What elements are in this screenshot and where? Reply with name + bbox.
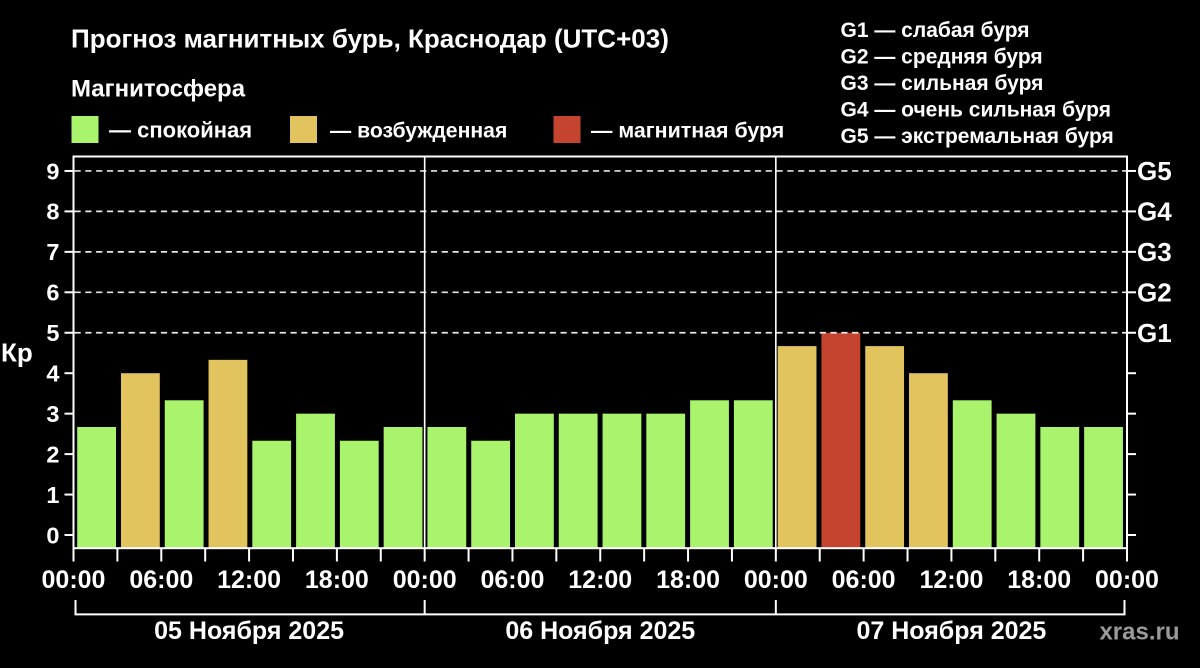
svg-text:G5: G5 — [1137, 156, 1172, 186]
svg-text:9: 9 — [46, 158, 59, 184]
svg-text:4: 4 — [46, 361, 59, 387]
svg-text:00:00: 00:00 — [393, 566, 457, 594]
svg-text:G1: G1 — [1137, 318, 1172, 348]
svg-text:8: 8 — [46, 199, 59, 225]
svg-text:3: 3 — [46, 401, 59, 427]
svg-text:6: 6 — [46, 280, 59, 306]
svg-text:5: 5 — [46, 320, 59, 346]
svg-text:Прогноз магнитных бурь, Красно: Прогноз магнитных бурь, Краснодар (UTC+0… — [71, 24, 669, 54]
svg-text:G1 — слабая буря: G1 — слабая буря — [841, 19, 1030, 42]
svg-text:Магнитосфера: Магнитосфера — [71, 76, 246, 103]
svg-text:06:00: 06:00 — [480, 566, 544, 594]
svg-text:00:00: 00:00 — [42, 566, 106, 594]
svg-text:G4: G4 — [1137, 197, 1172, 227]
svg-text:Кр: Кр — [1, 338, 33, 368]
svg-text:06:00: 06:00 — [832, 566, 896, 594]
svg-text:1: 1 — [46, 482, 59, 508]
svg-text:12:00: 12:00 — [217, 566, 281, 594]
svg-text:G3 — сильная буря: G3 — сильная буря — [841, 72, 1044, 95]
svg-text:— магнитная буря: — магнитная буря — [591, 119, 784, 143]
svg-text:12:00: 12:00 — [568, 566, 632, 594]
svg-text:00:00: 00:00 — [1095, 566, 1159, 594]
svg-text:07 Ноября 2025: 07 Ноября 2025 — [856, 617, 1046, 645]
svg-text:05 Ноября 2025: 05 Ноября 2025 — [154, 617, 344, 645]
svg-text:18:00: 18:00 — [656, 566, 720, 594]
svg-text:— возбужденная: — возбужденная — [330, 120, 507, 143]
svg-text:2: 2 — [46, 441, 59, 467]
svg-text:— спокойная: — спокойная — [109, 118, 252, 143]
svg-text:18:00: 18:00 — [305, 566, 369, 594]
svg-text:12:00: 12:00 — [919, 566, 983, 594]
svg-text:G5 — экстремальная буря: G5 — экстремальная буря — [841, 125, 1114, 148]
svg-text:06 Ноября 2025: 06 Ноября 2025 — [505, 617, 695, 645]
svg-text:06:00: 06:00 — [129, 566, 193, 594]
svg-text:G2: G2 — [1137, 277, 1172, 307]
svg-text:xras.ru: xras.ru — [1099, 619, 1179, 646]
svg-text:7: 7 — [46, 239, 59, 265]
svg-text:G4 — очень сильная буря: G4 — очень сильная буря — [841, 99, 1111, 122]
svg-text:00:00: 00:00 — [744, 566, 808, 594]
svg-text:G3: G3 — [1137, 237, 1172, 267]
svg-text:0: 0 — [46, 522, 59, 548]
svg-text:G2 — средняя буря: G2 — средняя буря — [841, 46, 1043, 69]
svg-text:18:00: 18:00 — [1007, 566, 1071, 594]
